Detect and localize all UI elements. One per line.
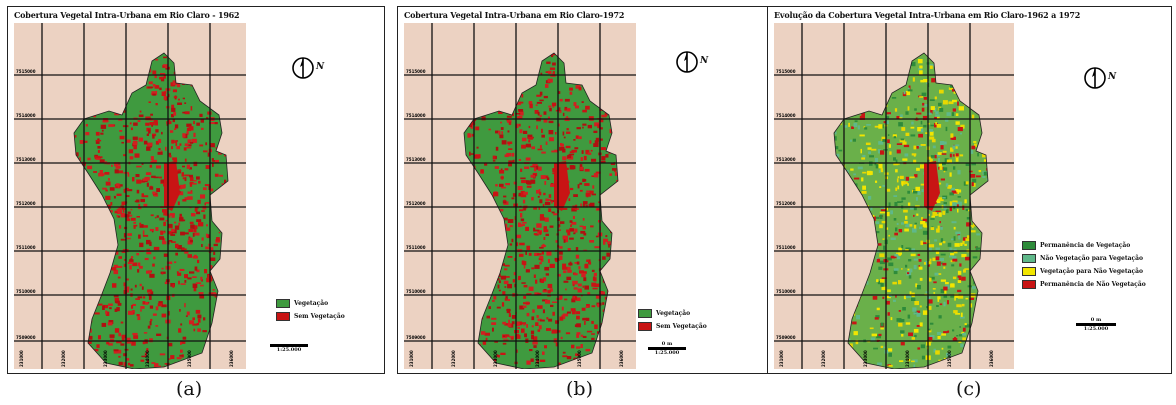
grid-y-label: 7509000 <box>406 335 426 340</box>
scale-bar: 0 m 1:25.000 <box>648 341 686 356</box>
north-arrow-icon <box>1082 65 1108 91</box>
grid-x-label: 232000 <box>821 350 826 367</box>
grid-x-label: 233000 <box>863 350 868 367</box>
grid-y-label: 7511000 <box>406 245 426 250</box>
caption-b: (b) <box>566 378 593 400</box>
grid-x-label: 236000 <box>619 350 624 367</box>
grid-x-label: 235000 <box>947 350 952 367</box>
map-area: 7515000 7514000 7513000 7512000 7511000 75100… <box>404 23 636 369</box>
north-arrow-icon <box>674 49 700 75</box>
grid-y-label: 7514000 <box>406 113 426 118</box>
map-title: Cobertura Vegetal Intra-Urbana em Rio Cl… <box>14 10 240 20</box>
legend-swatch <box>1022 280 1036 289</box>
map-area: 7515000 7514000 7513000 7512000 7511000 75100… <box>14 23 246 369</box>
map-panel-1972: Cobertura Vegetal Intra-Urbana em Rio Cl… <box>397 6 775 374</box>
vegetation-map: 7515000 7514000 7513000 7512000 7511000 75100… <box>774 23 1014 369</box>
vegetation-map: 7515000 7514000 7513000 7512000 7511000 75100… <box>404 23 636 369</box>
legend-item: Não Vegetação para Vegetação <box>1022 252 1146 265</box>
grid-y-label: 7509000 <box>776 335 796 340</box>
legend-item: Permanência de Não Vegetação <box>1022 278 1146 291</box>
grid-y-label: 7513000 <box>406 157 426 162</box>
grid-y-label: 7509000 <box>16 335 36 340</box>
grid-y-label: 7513000 <box>776 157 796 162</box>
grid-y-label: 7511000 <box>776 245 796 250</box>
map-panel-1962: Cobertura Vegetal Intra-Urbana em Rio Cl… <box>7 6 385 374</box>
legend-item: Permanência de Vegetação <box>1022 239 1146 252</box>
grid-y-label: 7513000 <box>16 157 36 162</box>
grid-y-label: 7514000 <box>16 113 36 118</box>
legend-swatch <box>276 299 290 308</box>
grid-y-label: 7510000 <box>16 289 36 294</box>
map-legend: Vegetação Sem Vegetação <box>276 297 345 323</box>
legend-swatch <box>638 322 652 331</box>
legend-swatch <box>1022 254 1036 263</box>
grid-x-label: 236000 <box>229 350 234 367</box>
vegetation-map: 7515000 7514000 7513000 7512000 7511000 75100… <box>14 23 246 369</box>
legend-item: Vegetação <box>276 297 345 310</box>
caption-a: (a) <box>176 378 203 400</box>
legend-swatch <box>1022 241 1036 250</box>
grid-x-label: 231000 <box>409 350 414 367</box>
grid-x-label: 234000 <box>145 350 150 367</box>
map-title: Evolução da Cobertura Vegetal Intra-Urba… <box>774 10 1081 20</box>
grid-y-label: 7515000 <box>776 69 796 74</box>
map-legend: Vegetação Sem Vegetação <box>638 307 707 333</box>
north-label: N <box>1108 72 1117 82</box>
grid-y-label: 7514000 <box>776 113 796 118</box>
grid-x-label: 233000 <box>493 350 498 367</box>
map-legend: Permanência de Vegetação Não Vegetação p… <box>1022 239 1146 291</box>
grid-x-label: 231000 <box>779 350 784 367</box>
grid-x-label: 233000 <box>103 350 108 367</box>
grid-y-label: 7512000 <box>16 201 36 206</box>
grid-x-label: 232000 <box>61 350 66 367</box>
north-arrow-icon <box>290 55 316 81</box>
legend-swatch <box>1022 267 1036 276</box>
caption-c: (c) <box>956 378 982 400</box>
legend-swatch <box>638 309 652 318</box>
grid-x-label: 234000 <box>905 350 910 367</box>
grid-y-label: 7515000 <box>406 69 426 74</box>
map-area: 7515000 7514000 7513000 7512000 7511000 75100… <box>774 23 1014 369</box>
scale-bar: 1:25.000 <box>270 344 308 353</box>
map-panel-evolution: Evolução da Cobertura Vegetal Intra-Urba… <box>767 6 1172 374</box>
scale-bar: 0 m 1:25.000 <box>1076 317 1116 332</box>
grid-x-label: 236000 <box>989 350 994 367</box>
grid-x-label: 235000 <box>577 350 582 367</box>
grid-y-label: 7511000 <box>16 245 36 250</box>
map-title: Cobertura Vegetal Intra-Urbana em Rio Cl… <box>404 10 625 20</box>
legend-item: Vegetação <box>638 307 707 320</box>
legend-item: Sem Vegetação <box>276 310 345 323</box>
north-label: N <box>316 62 325 72</box>
grid-y-label: 7512000 <box>406 201 426 206</box>
north-label: N <box>700 56 709 66</box>
grid-y-label: 7515000 <box>16 69 36 74</box>
grid-y-label: 7510000 <box>406 289 426 294</box>
grid-y-label: 7510000 <box>776 289 796 294</box>
legend-item: Sem Vegetação <box>638 320 707 333</box>
grid-x-label: 234000 <box>535 350 540 367</box>
legend-item: Vegetação para Não Vegetação <box>1022 265 1146 278</box>
grid-x-label: 235000 <box>187 350 192 367</box>
grid-y-label: 7512000 <box>776 201 796 206</box>
grid-x-label: 231000 <box>19 350 24 367</box>
legend-swatch <box>276 312 290 321</box>
grid-x-label: 232000 <box>451 350 456 367</box>
